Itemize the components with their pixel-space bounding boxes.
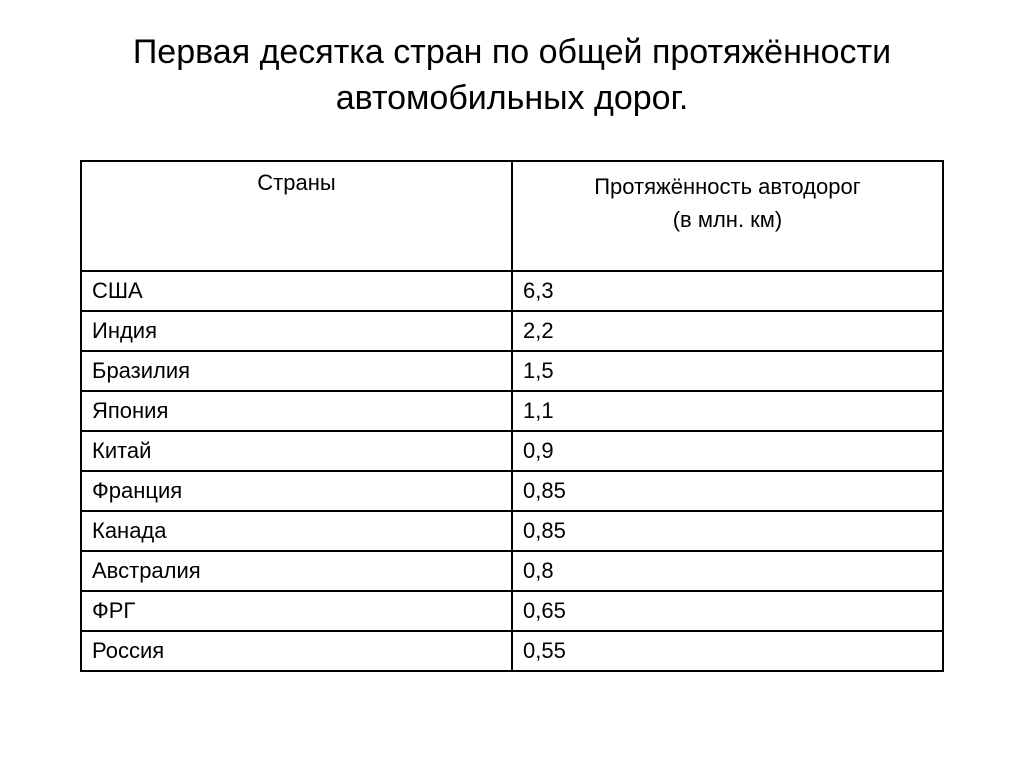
page-title: Первая десятка стран по общей протяжённо…	[80, 30, 944, 122]
cell-value: 6,3	[512, 271, 943, 311]
header-country: Страны	[81, 161, 512, 271]
cell-country: Австралия	[81, 551, 512, 591]
cell-country: Франция	[81, 471, 512, 511]
table-row: ФРГ 0,65	[81, 591, 943, 631]
cell-value: 2,2	[512, 311, 943, 351]
table-row: США 6,3	[81, 271, 943, 311]
table-row: Индия 2,2	[81, 311, 943, 351]
cell-value: 1,5	[512, 351, 943, 391]
cell-value: 0,8	[512, 551, 943, 591]
table-header-row: Страны Протяжённость автодорог (в млн. к…	[81, 161, 943, 271]
cell-country: Россия	[81, 631, 512, 671]
cell-country: Индия	[81, 311, 512, 351]
cell-value: 0,85	[512, 471, 943, 511]
table-row: Бразилия 1,5	[81, 351, 943, 391]
cell-country: Китай	[81, 431, 512, 471]
header-value: Протяжённость автодорог (в млн. км)	[512, 161, 943, 271]
cell-country: ФРГ	[81, 591, 512, 631]
cell-value: 0,65	[512, 591, 943, 631]
table-row: Австралия 0,8	[81, 551, 943, 591]
header-value-line1: Протяжённость автодорог	[594, 174, 861, 199]
table-row: Канада 0,85	[81, 511, 943, 551]
cell-country: США	[81, 271, 512, 311]
table-body: США 6,3 Индия 2,2 Бразилия 1,5 Япония 1,…	[81, 271, 943, 671]
data-table: Страны Протяжённость автодорог (в млн. к…	[80, 160, 944, 672]
cell-country: Япония	[81, 391, 512, 431]
cell-value: 0,55	[512, 631, 943, 671]
table-row: Китай 0,9	[81, 431, 943, 471]
header-value-line2: (в млн. км)	[673, 207, 783, 232]
cell-country: Канада	[81, 511, 512, 551]
cell-value: 0,9	[512, 431, 943, 471]
cell-value: 1,1	[512, 391, 943, 431]
cell-country: Бразилия	[81, 351, 512, 391]
table-row: Россия 0,55	[81, 631, 943, 671]
table-row: Япония 1,1	[81, 391, 943, 431]
cell-value: 0,85	[512, 511, 943, 551]
table-row: Франция 0,85	[81, 471, 943, 511]
